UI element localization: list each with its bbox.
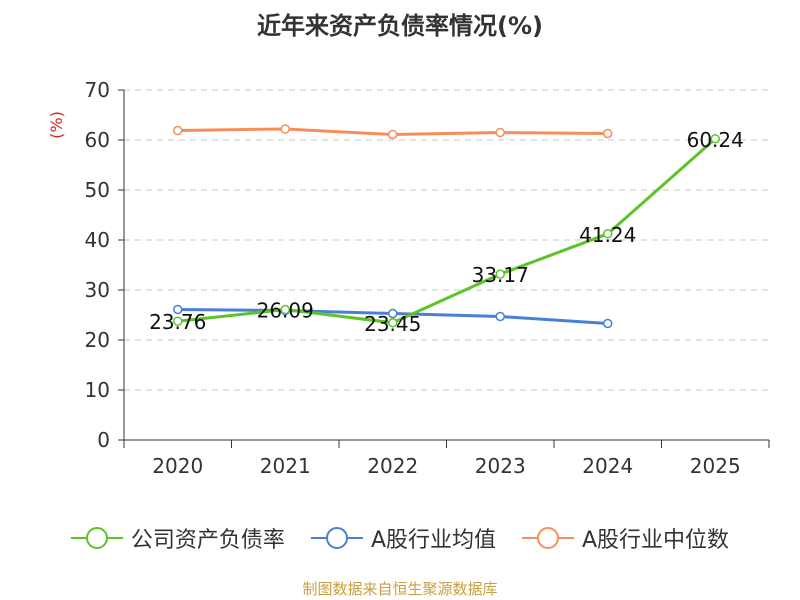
y-tick-label: 0 <box>97 428 110 452</box>
data-point <box>603 128 613 139</box>
data-point <box>603 318 613 329</box>
legend-swatch-icon <box>310 527 363 549</box>
legend-swatch-icon <box>522 527 574 549</box>
data-label: 23.76 <box>149 310 206 334</box>
y-tick-label: 50 <box>85 178 110 202</box>
label-layer: 23.76 26.09 23.45 33.17 41.24 60.24 <box>149 128 744 336</box>
x-tick-label: 2023 <box>475 454 526 478</box>
data-point <box>388 129 398 140</box>
data-point <box>280 124 290 134</box>
chart-title: 近年来资产负债率情况(%) <box>257 12 543 40</box>
data-point <box>495 269 505 279</box>
grid-layer <box>124 89 769 391</box>
legend-item[interactable]: A股行业均值 <box>310 522 496 554</box>
data-label: 33.17 <box>472 263 529 287</box>
source-note: 制图数据来自恒生聚源数据库 <box>302 580 498 598</box>
data-point <box>495 127 505 138</box>
data-point <box>280 304 290 315</box>
legend-label: A股行业均值 <box>370 528 496 553</box>
series-layer <box>173 124 720 329</box>
y-tick-label: 10 <box>85 378 110 402</box>
x-tick-label: 2021 <box>260 454 311 478</box>
y-tick-label: 30 <box>85 278 110 302</box>
axis-layer: 0 10 20 30 40 50 60 70 2020 2021 2022 2023 2024 2025 (… <box>47 78 770 478</box>
legend-item[interactable]: 公司资产负债率 <box>70 522 285 554</box>
legend-item[interactable]: A股行业中位数 <box>522 522 729 554</box>
data-point <box>173 125 183 136</box>
legend-label: A股行业中位数 <box>582 528 730 553</box>
data-label: 60.24 <box>687 128 744 152</box>
x-tick-label: 2020 <box>152 454 203 478</box>
series-line <box>177 137 717 325</box>
data-label: 26.09 <box>257 299 314 323</box>
legend-marker <box>85 527 108 549</box>
y-tick-label: 20 <box>85 328 110 352</box>
data-point <box>173 316 183 326</box>
data-point <box>710 134 720 144</box>
data-label: 41.24 <box>579 223 636 247</box>
y-tick-label: 60 <box>85 128 110 152</box>
data-point <box>603 229 613 239</box>
legend-label: 公司资产负债率 <box>130 528 285 553</box>
y-tick-label: 40 <box>85 228 110 252</box>
y-tick-label: 70 <box>85 78 110 102</box>
legend-marker <box>325 527 348 549</box>
data-point <box>173 304 183 315</box>
data-point <box>495 311 505 322</box>
x-tick-label: 2025 <box>690 454 741 478</box>
legend-marker <box>537 527 559 549</box>
x-tick-label: 2022 <box>367 454 418 478</box>
data-point <box>388 318 398 328</box>
y-axis-unit: (%) <box>47 111 66 139</box>
data-point <box>388 308 398 319</box>
legend-swatch-icon <box>70 527 123 549</box>
legend: 公司资产负债率 A股行业均值 A股行业中位数 <box>0 518 800 558</box>
x-tick-label: 2024 <box>582 454 633 478</box>
data-label: 23.45 <box>364 312 421 336</box>
